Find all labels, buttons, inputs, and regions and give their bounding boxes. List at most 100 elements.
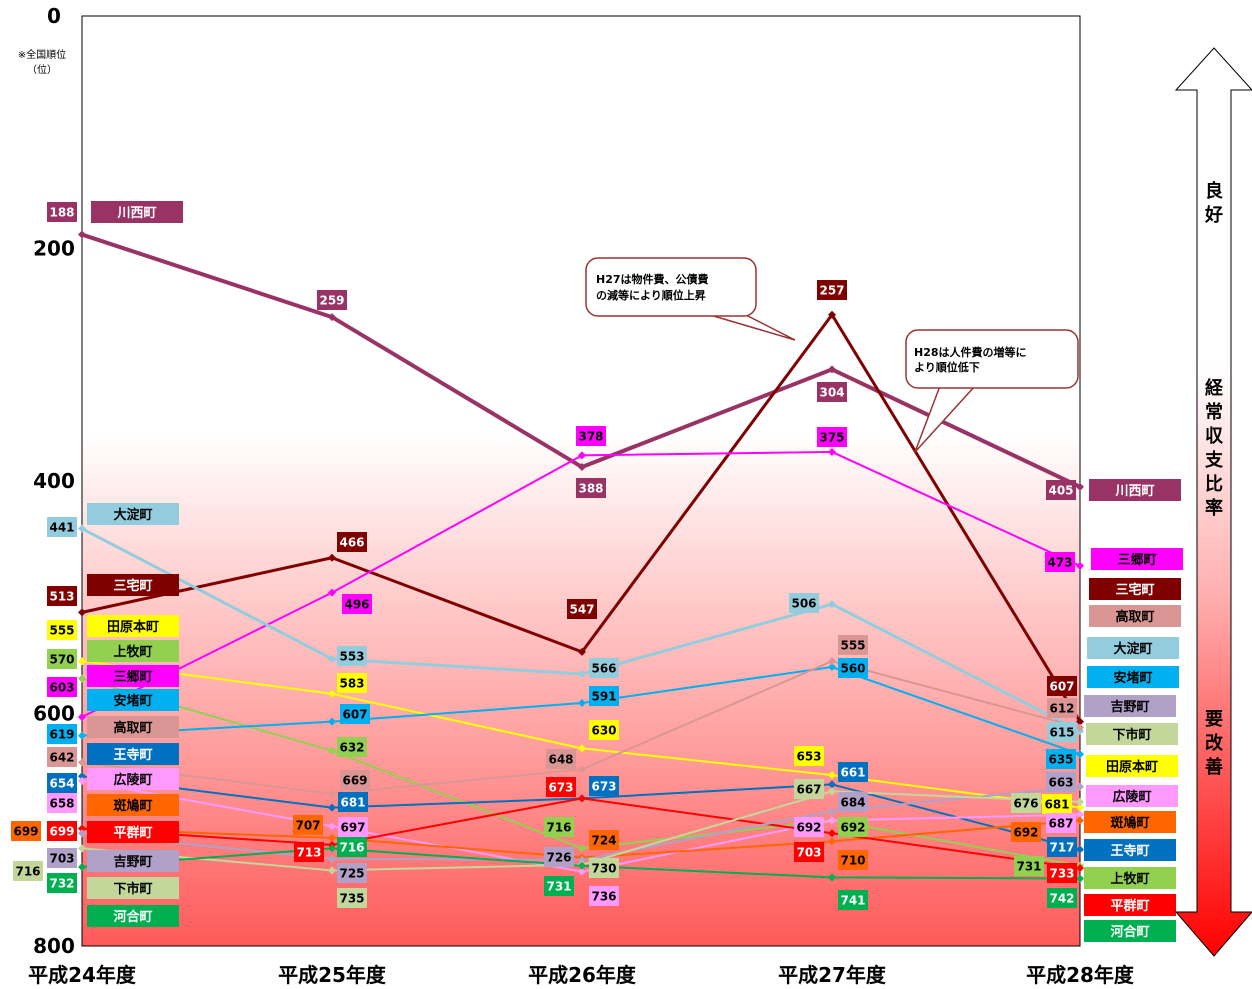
value-label: 653 <box>794 746 824 766</box>
series-marker <box>328 588 336 597</box>
series-name-label-right: 王寺町 <box>1084 839 1176 861</box>
series-marker <box>578 861 586 870</box>
svg-text:大淀町: 大淀町 <box>113 507 152 523</box>
svg-text:441: 441 <box>49 521 74 535</box>
series-marker <box>828 663 836 671</box>
value-label: 570 <box>47 649 77 669</box>
series-marker <box>828 600 836 609</box>
svg-text:716: 716 <box>339 841 364 855</box>
series-name-label-right: 平群町 <box>1084 894 1176 916</box>
value-label: 692 <box>1011 822 1041 842</box>
svg-text:667: 667 <box>796 783 821 797</box>
series-marker <box>78 772 86 781</box>
svg-text:703: 703 <box>796 846 821 860</box>
value-label: 669 <box>340 770 370 790</box>
series-name-label-right: 安堵町 <box>1087 666 1179 688</box>
svg-text:684: 684 <box>840 796 865 810</box>
value-label: 555 <box>838 635 868 655</box>
series-marker <box>78 230 86 239</box>
svg-text:669: 669 <box>342 774 367 788</box>
series-name-label-left: 三郷町 <box>87 665 179 687</box>
value-label: 730 <box>589 858 619 878</box>
series-marker <box>1076 482 1084 491</box>
value-label: 697 <box>338 817 368 837</box>
series-marker <box>78 862 86 871</box>
svg-text:496: 496 <box>344 598 369 612</box>
svg-text:王寺町: 王寺町 <box>1110 843 1149 859</box>
callout-h28-line2: より順位低下 <box>914 360 980 374</box>
value-label: 566 <box>589 658 619 678</box>
svg-text:735: 735 <box>339 892 364 906</box>
series-marker <box>1076 803 1084 812</box>
series-name-label-left: 三宅町 <box>87 574 179 596</box>
value-label: 607 <box>1047 676 1077 696</box>
svg-text:405: 405 <box>1048 484 1073 498</box>
series-marker <box>828 657 836 666</box>
y-tick-label: 0 <box>47 4 61 28</box>
series-name-label-right: 上牧町 <box>1084 867 1176 889</box>
svg-text:513: 513 <box>49 590 74 604</box>
value-label: 630 <box>589 720 619 740</box>
series-name-label-right: 斑鳩町 <box>1084 811 1176 833</box>
value-label: 661 <box>838 762 868 782</box>
svg-text:687: 687 <box>1048 817 1073 831</box>
svg-text:平群町: 平群町 <box>1110 898 1149 914</box>
svg-text:斑鳩町: 斑鳩町 <box>113 798 152 814</box>
value-label: 658 <box>47 793 77 813</box>
series-marker <box>578 699 586 708</box>
svg-text:707: 707 <box>295 819 320 833</box>
series-marker <box>1076 797 1084 806</box>
series-marker <box>1076 750 1084 759</box>
svg-text:553: 553 <box>339 650 364 664</box>
svg-text:730: 730 <box>591 862 616 876</box>
value-labels: 188 259 388 304 405 513 466 547 257 607 603 496 378 3… <box>11 202 1077 910</box>
value-label: 513 <box>47 586 77 606</box>
svg-text:630: 630 <box>591 724 616 738</box>
value-label: 642 <box>47 747 77 767</box>
svg-text:699: 699 <box>13 825 38 839</box>
callout-h28-line1: H28は人件費の増等に <box>914 345 1027 359</box>
value-label: 304 <box>817 382 847 402</box>
series-marker <box>578 765 586 774</box>
right-axis-middle-label: 支 <box>1204 449 1224 471</box>
svg-text:741: 741 <box>840 894 865 908</box>
svg-text:三郷町: 三郷町 <box>113 670 152 685</box>
svg-text:547: 547 <box>569 603 594 617</box>
x-tick-label: 平成26年度 <box>528 963 637 987</box>
svg-text:高取町: 高取町 <box>113 720 152 736</box>
value-label: 441 <box>47 517 77 537</box>
series-name-label-right: 下市町 <box>1086 723 1178 745</box>
svg-text:642: 642 <box>49 751 74 765</box>
callout-h27-box <box>585 257 757 317</box>
value-label: 741 <box>838 890 868 910</box>
series-marker <box>1076 810 1084 819</box>
series-marker <box>828 780 836 789</box>
svg-text:603: 603 <box>49 681 74 695</box>
value-label: 473 <box>1045 552 1075 572</box>
svg-text:681: 681 <box>340 796 365 810</box>
svg-text:広陵町: 広陵町 <box>113 772 152 788</box>
series-marker <box>78 844 86 853</box>
svg-text:742: 742 <box>1049 892 1074 906</box>
callout-h28: H28は人件費の増等に より順位低下 <box>905 329 1079 453</box>
value-label: 405 <box>1046 480 1076 500</box>
value-label: 466 <box>337 532 367 552</box>
svg-text:725: 725 <box>339 867 364 881</box>
svg-text:570: 570 <box>49 653 74 667</box>
svg-text:375: 375 <box>819 431 844 445</box>
value-label: 673 <box>589 776 619 796</box>
svg-text:555: 555 <box>840 639 865 653</box>
value-label: 692 <box>838 817 868 837</box>
series-name-label-left: 安堵町 <box>87 689 179 711</box>
svg-text:高取町: 高取町 <box>1115 609 1154 625</box>
svg-text:473: 473 <box>1047 556 1072 570</box>
series-marker <box>328 313 336 322</box>
value-label: 681 <box>338 792 368 812</box>
svg-text:555: 555 <box>49 624 74 638</box>
series-marker <box>328 654 336 663</box>
svg-text:736: 736 <box>591 890 616 904</box>
svg-text:654: 654 <box>49 777 74 791</box>
right-axis-bottom-label: 要 <box>1205 709 1223 730</box>
svg-text:733: 733 <box>1049 867 1074 881</box>
